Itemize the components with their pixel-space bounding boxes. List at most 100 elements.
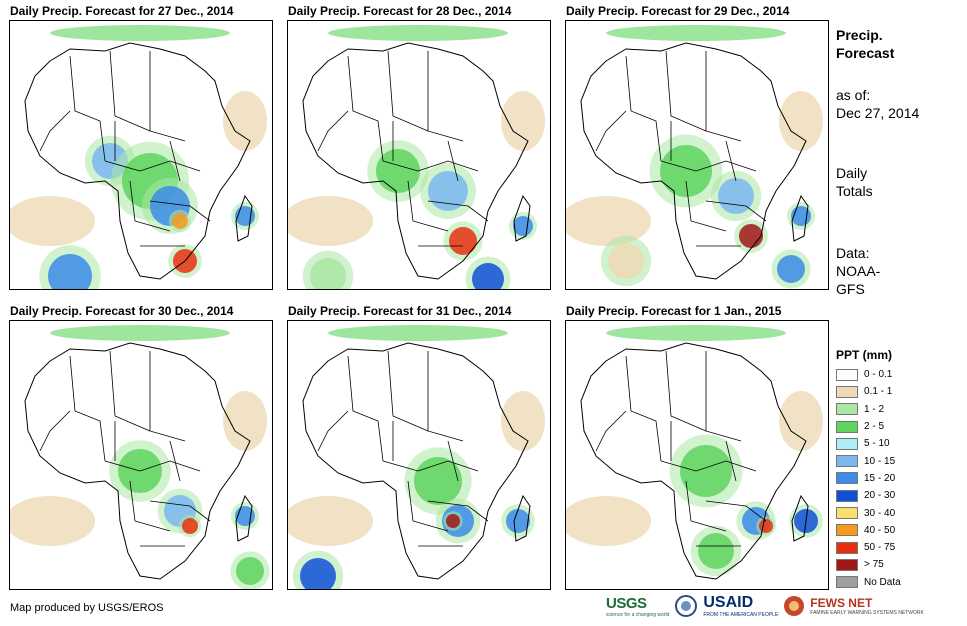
country-border bbox=[149, 500, 211, 522]
legend-label: 30 - 40 bbox=[864, 507, 896, 519]
legend-item: 2 - 5 bbox=[836, 418, 901, 435]
forecast-map-27-dec bbox=[9, 20, 273, 290]
forecast-map-30-dec bbox=[9, 320, 273, 590]
precip-band-north bbox=[328, 25, 508, 41]
legend-label: 50 - 75 bbox=[864, 542, 896, 554]
precip-core bbox=[739, 224, 763, 248]
precip-core bbox=[759, 519, 773, 533]
legend-item: 30 - 40 bbox=[836, 504, 901, 521]
legend-swatch bbox=[836, 472, 858, 485]
country-border bbox=[104, 460, 201, 472]
legend-item: 50 - 75 bbox=[836, 539, 901, 556]
africa-outline bbox=[24, 42, 251, 280]
precip-band-north bbox=[50, 25, 230, 41]
precip-core bbox=[777, 255, 805, 283]
country-border bbox=[347, 355, 384, 462]
country-border bbox=[595, 110, 627, 152]
precip-core bbox=[506, 509, 530, 533]
legend-swatch bbox=[836, 455, 858, 468]
legend-label: 10 - 15 bbox=[864, 455, 896, 467]
precip-band-north bbox=[606, 325, 786, 341]
country-border bbox=[39, 410, 71, 452]
legend-label: 2 - 5 bbox=[864, 421, 885, 433]
legend-title: PPT (mm) bbox=[836, 348, 893, 362]
legend-swatch bbox=[836, 541, 858, 554]
country-border bbox=[387, 50, 429, 132]
legend-label: No Data bbox=[864, 576, 901, 588]
country-border bbox=[129, 480, 171, 532]
africa-outline bbox=[302, 42, 529, 280]
legend-swatch bbox=[836, 576, 858, 589]
precip-core bbox=[680, 445, 732, 497]
dry-area bbox=[10, 496, 95, 546]
madagascar-outline bbox=[513, 194, 531, 242]
country-border bbox=[149, 51, 186, 142]
map-drawing bbox=[288, 25, 545, 289]
country-border bbox=[109, 50, 151, 132]
precip-core bbox=[513, 216, 533, 236]
country-border bbox=[387, 350, 429, 432]
country-border bbox=[705, 500, 767, 522]
precip-core bbox=[172, 213, 188, 229]
sidebar-data-line3: GFS bbox=[836, 281, 865, 297]
dry-area bbox=[501, 91, 545, 151]
legend-item: No Data bbox=[836, 574, 901, 591]
sidebar-data-line1: Data: bbox=[836, 245, 870, 261]
country-border bbox=[705, 200, 767, 222]
precip-core bbox=[376, 149, 420, 193]
legend-label: 1 - 2 bbox=[864, 403, 885, 415]
legend-swatch bbox=[836, 385, 858, 398]
country-border bbox=[427, 500, 489, 522]
sidebar-asof-date: Dec 27, 2014 bbox=[836, 105, 920, 121]
panel-title-31-dec: Daily Precip. Forecast for 31 Dec., 2014 bbox=[288, 304, 512, 318]
country-border bbox=[347, 55, 384, 162]
sidebar-heading-line2: Forecast bbox=[836, 45, 895, 61]
country-border bbox=[725, 440, 737, 482]
country-border bbox=[149, 200, 211, 222]
panel-title-28-dec: Daily Precip. Forecast for 28 Dec., 2014 bbox=[288, 4, 512, 18]
country-border bbox=[427, 351, 464, 442]
africa-outline bbox=[580, 42, 807, 280]
africa-outline bbox=[302, 342, 529, 580]
map-drawing bbox=[10, 25, 267, 289]
country-border bbox=[109, 350, 151, 432]
country-border bbox=[625, 55, 662, 162]
country-border bbox=[685, 180, 727, 232]
precip-core bbox=[608, 243, 644, 279]
legend-swatch bbox=[836, 403, 858, 416]
country-border bbox=[685, 480, 727, 532]
precip-core bbox=[182, 518, 198, 534]
legend-label: 40 - 50 bbox=[864, 524, 896, 536]
country-border bbox=[705, 351, 742, 442]
precip-legend: 0 - 0.1 0.1 - 1 1 - 2 2 - 5 5 - 10 10 - 15 15 … bbox=[836, 366, 901, 591]
precip-band-north bbox=[50, 325, 230, 341]
precip-band-north bbox=[606, 25, 786, 41]
precip-core bbox=[236, 557, 264, 585]
africa-outline bbox=[24, 342, 251, 580]
africa-outline bbox=[580, 342, 807, 580]
country-border bbox=[660, 460, 757, 472]
sidebar-totals-line1: Daily bbox=[836, 165, 868, 181]
precip-core bbox=[446, 514, 460, 528]
precip-core bbox=[48, 254, 92, 289]
country-border bbox=[595, 410, 627, 452]
forecast-map-31-dec bbox=[287, 320, 551, 590]
map-credit: Map produced by USGS/EROS bbox=[10, 602, 164, 614]
forecast-map-1-jan bbox=[565, 320, 829, 590]
legend-item: 20 - 30 bbox=[836, 487, 901, 504]
country-border bbox=[705, 51, 742, 142]
dry-area bbox=[223, 91, 267, 151]
legend-label: 5 - 10 bbox=[864, 438, 890, 450]
madagascar-outline bbox=[791, 194, 809, 242]
map-drawing bbox=[566, 325, 823, 580]
usaid-logo-text: USAID bbox=[703, 594, 754, 611]
legend-label: 20 - 30 bbox=[864, 490, 896, 502]
precip-core bbox=[310, 258, 346, 289]
country-border bbox=[169, 440, 181, 482]
country-border bbox=[129, 180, 171, 232]
usgs-logo-text: USGS bbox=[606, 594, 647, 612]
madagascar-outline bbox=[513, 494, 531, 542]
legend-swatch bbox=[836, 420, 858, 433]
country-border bbox=[665, 350, 707, 432]
legend-label: 0 - 0.1 bbox=[864, 369, 893, 381]
